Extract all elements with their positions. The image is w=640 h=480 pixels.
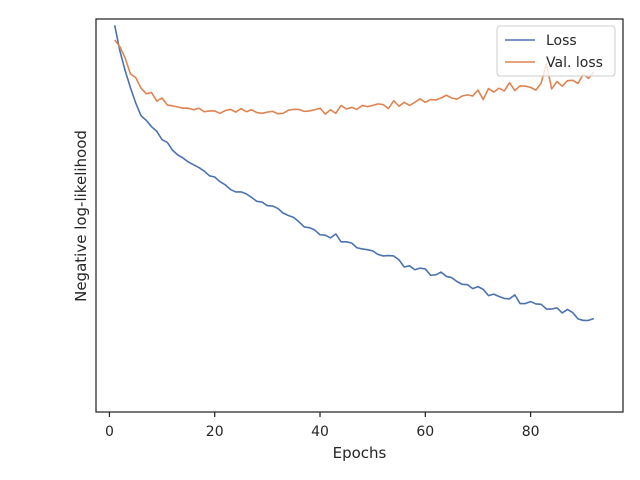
x-tick-label: 60 — [416, 424, 434, 440]
legend-label-val-loss: Val. loss — [546, 55, 603, 71]
x-tick-label: 80 — [522, 424, 540, 440]
legend-label-loss: Loss — [546, 33, 577, 49]
x-tick-label: 20 — [206, 424, 224, 440]
series-layer — [113, 25, 595, 322]
x-axis-ticks: 0 20 40 60 80 — [105, 412, 540, 440]
series-line-val-loss — [114, 39, 595, 115]
x-tick-label: 0 — [105, 424, 114, 440]
series-line-loss — [113, 25, 595, 322]
x-tick-label: 40 — [311, 424, 329, 440]
x-axis-label: Epochs — [333, 444, 387, 462]
legend-box — [496, 25, 616, 77]
legend: Loss Val. loss — [496, 25, 616, 77]
y-axis-label: Negative log-likelihood — [72, 130, 90, 302]
plot-frame — [95, 18, 624, 413]
